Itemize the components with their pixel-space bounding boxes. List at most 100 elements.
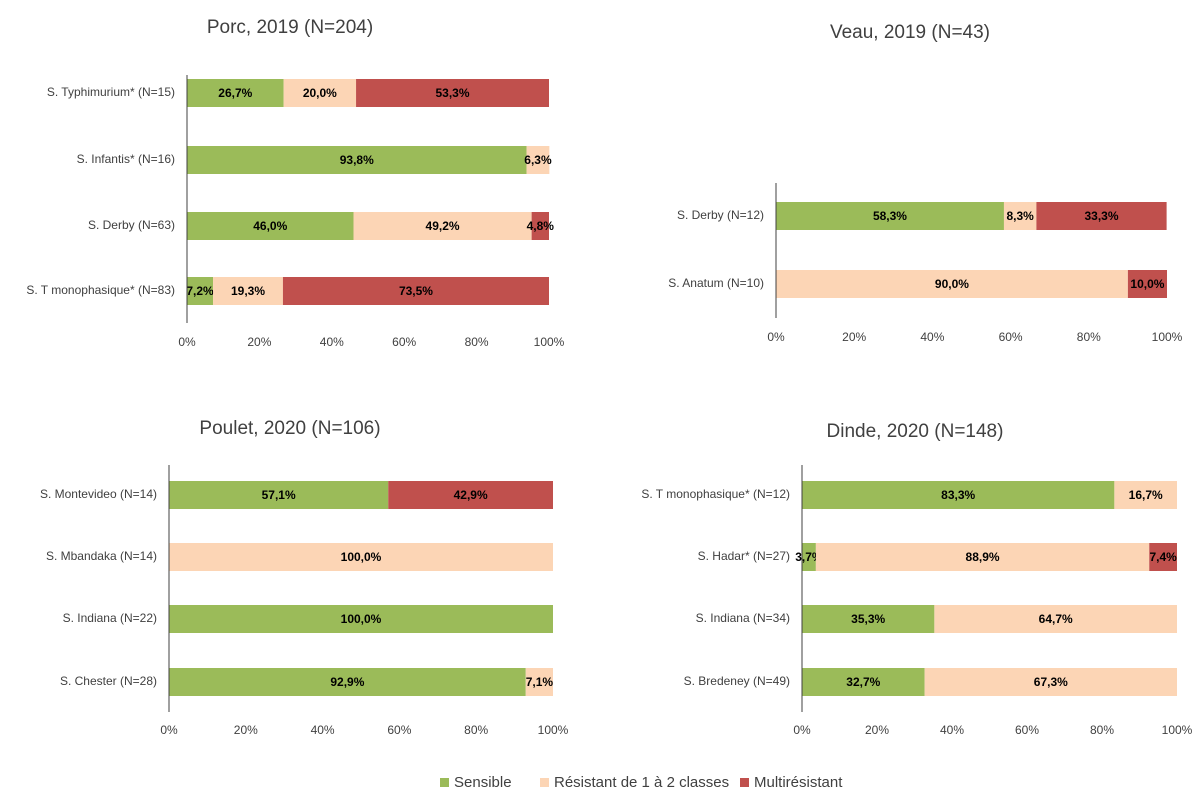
value-label: 7,4% [1149, 550, 1177, 564]
bar-segment [776, 270, 1128, 298]
bar-segment [187, 79, 284, 107]
x-tick-label: 60% [1015, 723, 1039, 737]
bar-segment [934, 605, 1177, 633]
category-label: S. T monophasique* (N=12) [641, 487, 790, 501]
category-label: S. Mbandaka (N=14) [46, 549, 157, 563]
bar-segment [187, 212, 354, 240]
value-label: 73,5% [399, 284, 433, 298]
value-label: 67,3% [1034, 675, 1068, 689]
bar-segment [353, 212, 532, 240]
legend-label: Résistant de 1 à 2 classes [554, 774, 729, 790]
bar-segment [187, 146, 527, 174]
value-label: 100,0% [341, 612, 382, 626]
x-tick-label: 80% [1090, 723, 1114, 737]
x-tick-label: 40% [920, 330, 944, 344]
value-label: 49,2% [426, 219, 460, 233]
value-label: 7,2% [186, 284, 214, 298]
bar-segment [213, 277, 283, 305]
bar-segment [1003, 202, 1037, 230]
category-label: S. Hadar* (N=27) [698, 549, 790, 563]
bar-segment [388, 481, 553, 509]
bar-segment [356, 79, 549, 107]
x-tick-label: 80% [465, 335, 489, 349]
value-label: 90,0% [935, 277, 969, 291]
value-label: 58,3% [873, 209, 907, 223]
value-label: 33,3% [1084, 209, 1118, 223]
value-label: 7,1% [526, 675, 554, 689]
x-tick-label: 20% [234, 723, 258, 737]
value-label: 35,3% [851, 612, 885, 626]
bar-segment [531, 212, 549, 240]
x-tick-label: 80% [464, 723, 488, 737]
x-tick-label: 60% [999, 330, 1023, 344]
bar-segment [283, 79, 357, 107]
bar-segment [802, 668, 925, 696]
value-label: 8,3% [1006, 209, 1034, 223]
legend-swatch [540, 778, 549, 787]
x-tick-label: 20% [842, 330, 866, 344]
bar-segment [169, 481, 389, 509]
x-tick-label: 100% [1162, 723, 1193, 737]
category-label: S. Indiana (N=34) [696, 611, 790, 625]
x-tick-label: 0% [160, 723, 178, 737]
category-label: S. Anatum (N=10) [668, 276, 764, 290]
x-tick-label: 20% [247, 335, 271, 349]
category-label: S. Typhimurium* (N=15) [47, 85, 175, 99]
bar-segment [169, 605, 553, 633]
x-tick-label: 20% [865, 723, 889, 737]
value-label: 6,3% [524, 153, 552, 167]
x-tick-label: 0% [793, 723, 811, 737]
bar-segment [1149, 543, 1177, 571]
value-label: 16,7% [1129, 488, 1163, 502]
category-label: S. Derby (N=12) [677, 208, 764, 222]
value-label: 42,9% [454, 488, 488, 502]
bar-segment [802, 481, 1115, 509]
bar-segment [525, 668, 553, 696]
bar-segment [187, 277, 214, 305]
bar-segment [815, 543, 1150, 571]
x-tick-label: 60% [392, 335, 416, 349]
bar-segment [1036, 202, 1167, 230]
bar-segment [924, 668, 1177, 696]
value-label: 64,7% [1039, 612, 1073, 626]
chart-title: Veau, 2019 (N=43) [830, 22, 990, 43]
value-label: 46,0% [253, 219, 287, 233]
value-label: 83,3% [941, 488, 975, 502]
category-label: S. Chester (N=28) [60, 674, 157, 688]
legend-label: Multirésistant [754, 774, 843, 790]
x-tick-label: 40% [940, 723, 964, 737]
value-label: 4,8% [527, 219, 555, 233]
category-label: S. Indiana (N=22) [63, 611, 157, 625]
x-tick-label: 100% [1152, 330, 1183, 344]
bar-segment [802, 543, 816, 571]
category-label: S. T monophasique* (N=83) [26, 283, 175, 297]
value-label: 32,7% [846, 675, 880, 689]
x-tick-label: 40% [311, 723, 335, 737]
category-label: S. Infantis* (N=16) [77, 152, 175, 166]
x-tick-label: 0% [767, 330, 785, 344]
bar-segment [1127, 270, 1167, 298]
x-tick-label: 100% [534, 335, 565, 349]
value-label: 53,3% [436, 86, 470, 100]
bar-segment [802, 605, 935, 633]
category-label: S. Montevideo (N=14) [40, 487, 157, 501]
value-label: 57,1% [262, 488, 296, 502]
chart-title: Poulet, 2020 (N=106) [199, 418, 380, 439]
value-label: 20,0% [303, 86, 337, 100]
legend-swatch [440, 778, 449, 787]
bar-segment [526, 146, 550, 174]
x-tick-label: 60% [387, 723, 411, 737]
bar-segment [776, 202, 1004, 230]
x-tick-label: 0% [178, 335, 196, 349]
chart-title: Dinde, 2020 (N=148) [827, 421, 1004, 442]
value-label: 26,7% [218, 86, 252, 100]
category-label: S. Bredeney (N=49) [684, 674, 790, 688]
bar-segment [169, 668, 526, 696]
value-label: 10,0% [1130, 277, 1164, 291]
chart-title: Porc, 2019 (N=204) [207, 17, 373, 38]
value-label: 92,9% [330, 675, 364, 689]
value-label: 88,9% [966, 550, 1000, 564]
legend-swatch [740, 778, 749, 787]
legend-label: Sensible [454, 774, 512, 790]
